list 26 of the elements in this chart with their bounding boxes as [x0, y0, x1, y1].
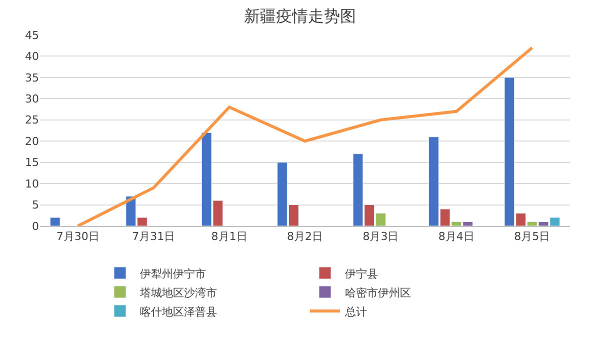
x-tick-label: 8月5日 — [514, 230, 550, 244]
chart-title: 新疆疫情走势图 — [244, 6, 356, 26]
y-tick-label: 35 — [25, 71, 39, 84]
y-tick-label: 20 — [25, 134, 39, 148]
legend-label: 哈密市伊州区 — [345, 286, 411, 300]
line-series — [76, 46, 534, 226]
y-tick-label: 5 — [32, 198, 39, 212]
x-tick-label: 7月30日 — [56, 230, 100, 244]
y-tick-label: 10 — [25, 177, 39, 190]
y-tick-label: 40 — [25, 50, 39, 64]
legend-label: 喀什地区泽普县 — [140, 305, 217, 318]
y-tick-label: 25 — [25, 114, 39, 127]
y-tick-label: 15 — [25, 156, 39, 170]
y-tick-label: 45 — [25, 28, 39, 42]
x-tick-label: 8月3日 — [362, 230, 399, 244]
x-tick-label: 8月1日 — [211, 230, 248, 244]
x-tick-label: 8月2日 — [287, 230, 323, 244]
legend-label: 伊犁州伊宁市 — [140, 267, 206, 280]
legend-label: 总计 — [344, 305, 367, 318]
x-tick-label: 7月31日 — [132, 230, 176, 244]
x-tick-label: 8月4日 — [438, 230, 474, 244]
y-tick-label: 30 — [25, 92, 39, 106]
bar — [50, 217, 60, 226]
y-tick-label: 0 — [32, 220, 39, 233]
legend-label: 伊宁县 — [345, 267, 378, 280]
legend-label: 塔城地区沙湾市 — [139, 286, 217, 300]
